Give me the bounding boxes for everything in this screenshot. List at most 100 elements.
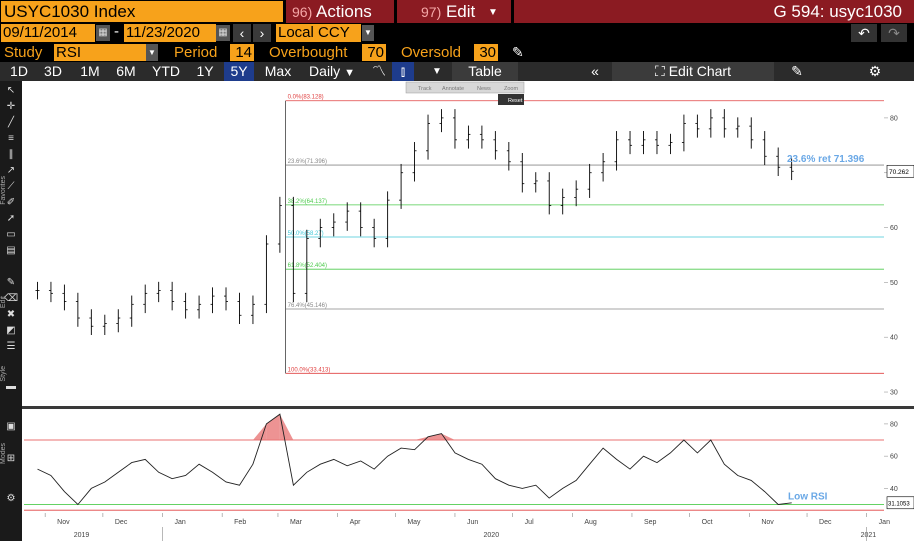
currency-select[interactable]: Local CCY — [276, 24, 361, 42]
last-rsi-label: 31.1053 — [888, 501, 910, 507]
line-tool-icon[interactable]: ╱ — [7, 117, 15, 128]
delete-icon[interactable]: ✖ — [6, 309, 16, 320]
fib-label: 38.2%(64.137) — [288, 199, 327, 205]
actions-label: Actions — [316, 2, 372, 21]
bar-chart-icon[interactable]: ⫾ — [392, 62, 414, 81]
price-axis-label: 60 — [890, 225, 898, 232]
chart-canvas[interactable]: 0.0%(83.128) 23.6%(71.396) 38.2%(64.137) 50… — [22, 81, 914, 541]
tool-news[interactable]: News — [477, 86, 491, 92]
tool-zoom[interactable]: Zoom — [504, 86, 518, 92]
ray-icon[interactable]: ↗ — [6, 165, 16, 176]
gear-icon[interactable]: ⚙ — [868, 63, 882, 79]
annotate-icon[interactable]: ✎ — [791, 63, 803, 79]
style-icon[interactable]: ▬ — [6, 381, 16, 392]
chevron-down-icon[interactable]: ▼ — [362, 25, 374, 41]
chart-title: G 594: usyc1030 — [514, 0, 914, 23]
rsi-panel-background — [22, 409, 914, 513]
period-button-Max[interactable]: Max — [264, 63, 292, 79]
fib-label: 23.6%(71.396) — [288, 159, 327, 165]
study-bar: Study RSI ▼ Period 14 Overbought 70 Over… — [0, 43, 914, 62]
x-axis-label: Jul — [525, 519, 534, 526]
line-chart-icon[interactable]: 〽 — [372, 63, 386, 79]
arrow-icon[interactable]: ➚ — [6, 213, 16, 224]
text-tool-icon[interactable]: ▤ — [6, 245, 16, 256]
period-button-YTD[interactable]: YTD — [152, 63, 180, 79]
drawing-toolbar: ↖ ✛ ╱ ≡ ∥ ↗ ⟋ ✐ ➚ ▭ ▤ ✎ ⌫ ✖ ◩ ☰ ▬ ▣ ⊞ ⚙ … — [0, 81, 22, 541]
chevron-down-icon: ▼ — [344, 67, 355, 79]
price-axis-label: 40 — [890, 335, 898, 342]
last-price-box — [886, 164, 914, 178]
brush-icon[interactable]: ✐ — [6, 197, 16, 208]
undo-button[interactable]: ↶ — [851, 24, 877, 42]
edit-tab-label[interactable]: Edit — [0, 296, 7, 309]
price-axis-label: 30 — [890, 390, 898, 397]
next-range-button[interactable]: › — [253, 24, 271, 42]
fibonacci-icon[interactable]: ≡ — [8, 133, 14, 144]
date-separator: - — [114, 23, 119, 40]
rsi-axis-label: 40 — [890, 486, 898, 493]
trend-icon[interactable]: ⟋ — [7, 181, 15, 192]
rsi-annotation: Low RSI — [788, 492, 828, 503]
mode-icon[interactable]: ▣ — [6, 421, 16, 432]
study-select[interactable]: RSI ▼ — [54, 44, 158, 61]
collapse-icon[interactable]: « — [591, 63, 599, 79]
pen-icon[interactable]: ✎ — [6, 277, 16, 288]
rect-icon[interactable]: ▭ — [6, 229, 16, 240]
period-button-5Y[interactable]: 5Y — [224, 62, 254, 81]
actions-menu-button[interactable]: 96) Actions ▼ — [286, 0, 394, 42]
chevron-down-icon[interactable]: ▼ — [432, 66, 442, 77]
frequency-select[interactable]: Daily ▼ — [303, 62, 361, 81]
edit-chart-button[interactable]: ⛶ Edit Chart — [612, 62, 774, 81]
grid-icon[interactable]: ⊞ — [6, 453, 16, 464]
date-range-bar: 09/11/2014 ▦ - 11/23/2020 ▦ ‹ › Local CC… — [0, 23, 914, 43]
panel-divider[interactable] — [22, 406, 914, 409]
x-axis-label: Feb — [234, 519, 246, 526]
prev-range-button[interactable]: ‹ — [233, 24, 251, 42]
x-axis-background — [22, 513, 914, 541]
x-axis-label: Oct — [702, 519, 713, 526]
cursor-icon[interactable]: ↖ — [6, 85, 16, 96]
x-axis-label: Dec — [115, 519, 128, 526]
thickness-icon[interactable]: ☰ — [6, 341, 16, 352]
overbought-label: Overbought — [269, 44, 348, 61]
table-button[interactable]: Table — [452, 62, 518, 81]
fib-label: 0.0%(83.128) — [288, 95, 324, 101]
x-axis-label: Dec — [819, 519, 832, 526]
frequency-label: Daily — [309, 63, 341, 79]
gear-icon[interactable]: ⚙ — [6, 493, 16, 504]
x-axis-year-label: 2019 — [74, 532, 90, 539]
end-date-field[interactable]: 11/23/2020 — [124, 24, 216, 42]
pencil-icon[interactable]: ✎ — [512, 44, 524, 60]
chevron-down-icon: ▼ — [146, 44, 158, 61]
style-tab-label[interactable]: Style — [0, 366, 7, 382]
favorites-tab-label[interactable]: Favorites — [0, 176, 7, 205]
eraser-icon[interactable]: ⌫ — [4, 293, 19, 304]
reset-button[interactable]: Reset — [508, 98, 523, 104]
security-field[interactable]: USYC1030 Index — [1, 1, 283, 22]
tool-annotate[interactable]: Annotate — [442, 86, 464, 92]
overbought-input[interactable]: 70 — [362, 44, 386, 61]
oversold-input[interactable]: 30 — [474, 44, 498, 61]
calendar-icon[interactable]: ▦ — [216, 25, 230, 41]
price-axis-label: 80 — [890, 115, 898, 122]
period-button-1D[interactable]: 1D — [10, 63, 28, 79]
color-icon[interactable]: ◩ — [6, 325, 16, 336]
crosshair-icon[interactable]: ✛ — [6, 101, 16, 112]
x-axis-year-label: 2021 — [861, 532, 877, 539]
period-input[interactable]: 14 — [230, 44, 254, 61]
tool-track[interactable]: Track — [418, 86, 432, 92]
redo-button[interactable]: ↷ — [881, 24, 907, 42]
start-date-field[interactable]: 09/11/2014 — [1, 24, 95, 42]
fib-annotation: 23.6% ret 71.396 — [787, 154, 865, 165]
period-button-1M[interactable]: 1M — [80, 63, 100, 79]
edit-menu-button[interactable]: 97) Edit ▼ — [397, 0, 511, 23]
x-axis-year-label: 2020 — [484, 532, 500, 539]
period-button-1Y[interactable]: 1Y — [196, 63, 214, 79]
period-button-3D[interactable]: 3D — [44, 63, 62, 79]
calendar-icon[interactable]: ▦ — [96, 25, 110, 41]
x-axis-label: Nov — [57, 519, 70, 526]
channel-icon[interactable]: ∥ — [8, 149, 14, 160]
rsi-line — [37, 413, 792, 506]
modes-tab-label[interactable]: Modes — [0, 443, 7, 465]
period-button-6M[interactable]: 6M — [116, 63, 136, 79]
